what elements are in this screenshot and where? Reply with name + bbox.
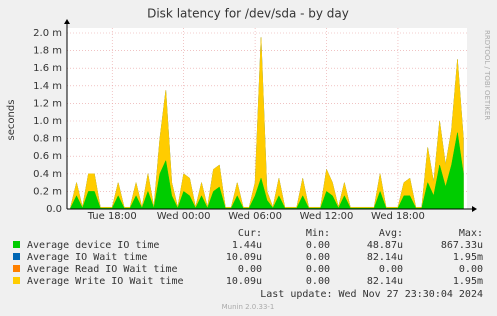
stats-value: 1.44u [232,240,262,251]
stats-header: Cur: [238,228,262,239]
stats-value: 0.00 [306,252,330,263]
legend-swatch [13,277,20,284]
stats-value: 10.09u [226,252,262,263]
y-tick-label: 1.4 m [33,81,62,92]
y-tick-label: 0.8 m [33,134,62,145]
y-axis-arrow [64,19,70,24]
stats-value: 0.00 [379,264,403,275]
x-axis-arrow [472,206,477,212]
stats-value: 48.87u [367,240,403,251]
x-tick-label: Tue 18:00 [87,211,137,222]
x-tick-label: Wed 12:00 [300,211,354,222]
x-tick-label: Wed 18:00 [371,211,425,222]
legend-swatch [13,253,20,260]
y-tick-label: 0.2 m [33,186,62,197]
last-update: Last update: Wed Nov 27 23:30:04 2024 [260,289,483,300]
y-tick-label: 0.6 m [33,151,62,162]
stats-value: 1.95m [453,252,483,263]
axes: 0.0 0.2 m 0.4 m 0.6 m 0.8 m 1.0 m 1.2 m 1.4 m 1.… [33,19,477,222]
legend-label: Average Write IO Wait time [27,276,184,287]
legend-label: Average Read IO Wait time [27,264,178,275]
side-note: RRDTOOL / TOBI OETIKER [483,30,491,120]
legend: Cur: Min: Avg: Max: Average device IO time 1.… [13,228,483,287]
y-tick-label: 2.0 m [33,28,62,39]
legend-label: Average device IO time [27,240,159,251]
y-axis-label: seconds [6,100,17,141]
stats-value: 0.00 [306,264,330,275]
plot-area [67,28,467,209]
legend-label: Average IO Wait time [27,252,147,263]
y-tick-label: 1.2 m [33,98,62,109]
stats-header: Min: [306,228,330,239]
stats-value: 82.14u [367,276,403,287]
stats-value: 867.33u [441,240,483,251]
y-tick-label: 0.0 [46,204,62,215]
legend-swatch [13,265,20,272]
chart-title: Disk latency for /dev/sda - by day [147,7,349,21]
stats-value: 0.00 [306,276,330,287]
series-area [70,37,464,210]
y-tick-label: 1.8 m [33,46,62,57]
stats-value: 0.00 [238,264,262,275]
stats-value: 0.00 [459,264,483,275]
stats-value: 1.95m [453,276,483,287]
x-tick-label: Wed 06:00 [228,211,282,222]
stats-value: 0.00 [306,240,330,251]
stats-value: 10.09u [226,276,262,287]
stats-header: Avg: [379,228,403,239]
legend-swatch [13,241,20,248]
series-area [70,132,464,210]
x-tick-label: Wed 00:00 [157,211,211,222]
y-tick-label: 1.0 m [33,116,62,127]
stats-header: Max: [459,228,483,239]
grid [67,28,467,210]
footer: Munin 2.0.33-1 [222,303,275,311]
stats-value: 82.14u [367,252,403,263]
y-tick-label: 0.4 m [33,169,62,180]
y-tick-label: 1.6 m [33,63,62,74]
